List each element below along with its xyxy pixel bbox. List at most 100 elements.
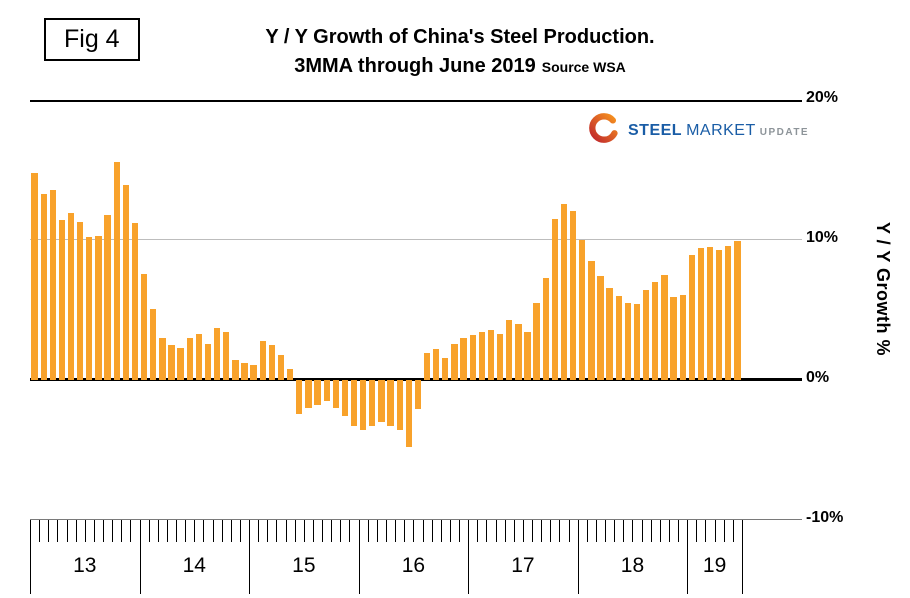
chart-bar (551, 219, 559, 380)
x-axis-month-tick (84, 520, 86, 542)
chart-bar (195, 333, 203, 380)
x-axis-month-tick (532, 520, 534, 542)
chart-bar (442, 357, 449, 380)
x-axis-month-tick (230, 520, 232, 542)
x-axis-year-label: 17 (511, 554, 535, 577)
x-axis-month-tick (386, 520, 387, 542)
x-axis-month-tick (294, 520, 296, 542)
chart-title: Y / Y Growth of China's Steel Production… (150, 26, 770, 78)
x-axis-month-tick (176, 520, 178, 542)
chart-bar (314, 380, 321, 406)
x-axis-month-tick (57, 520, 59, 542)
chart-title-line1: Y / Y Growth of China's Steel Production… (265, 26, 655, 48)
x-axis-month-tick (367, 520, 369, 542)
chart-bar (259, 340, 266, 380)
y-axis-title: Y / Y Growth % (873, 222, 893, 357)
chart-bar (186, 338, 193, 380)
x-axis-month-tick (559, 520, 561, 542)
x-axis-year-label: 19 (702, 554, 727, 577)
chart-bar (31, 172, 38, 380)
chart-bar (679, 294, 686, 380)
chart-bar (296, 380, 303, 414)
x-axis-month-tick (595, 520, 597, 542)
x-axis-month-tick (449, 520, 451, 542)
chart-bar (716, 249, 723, 380)
x-axis-year-tick (249, 520, 251, 594)
x-axis-month-tick (48, 520, 50, 542)
x-axis-month-tick (495, 520, 497, 542)
x-axis-month-tick (212, 520, 214, 542)
chart-bar (706, 247, 714, 380)
chart-bar (122, 185, 129, 380)
x-axis-month-tick (714, 520, 716, 542)
x-axis-month-tick (66, 520, 68, 542)
x-axis-month-tick (285, 520, 287, 542)
x-axis-month-tick (121, 520, 123, 542)
x-axis-month-tick (440, 520, 442, 542)
chart-bar (332, 380, 339, 408)
chart-bar (40, 193, 47, 380)
x-axis-month-tick (276, 520, 278, 542)
x-axis-year-label: 13 (73, 554, 97, 577)
chart-bar (168, 345, 175, 380)
chart-bar (533, 303, 540, 380)
x-axis-month-tick (723, 520, 725, 542)
x-axis-year-tick (358, 520, 360, 594)
x-axis-month-tick (568, 520, 570, 542)
chart-bar (734, 241, 741, 380)
smu-logo-update: UPDATE (759, 126, 810, 138)
x-axis-month-tick (194, 520, 196, 542)
x-axis-month-tick (522, 520, 524, 542)
x-axis-month-tick (605, 520, 607, 542)
x-axis-month-tick (93, 520, 95, 542)
x-axis-month-tick (185, 520, 187, 542)
chart-bar (633, 304, 641, 380)
x-axis-month-tick (267, 520, 269, 542)
x-axis-year-tick (742, 520, 743, 594)
chart-bar (487, 329, 495, 380)
chart-bar (277, 354, 285, 380)
x-axis-month-tick (632, 520, 634, 542)
chart-bar (460, 338, 467, 380)
chart-bar (77, 221, 84, 380)
chart-bar (524, 332, 531, 380)
chart-bar (642, 290, 650, 380)
chart-bar (661, 275, 668, 380)
x-axis-year-tick (687, 520, 689, 594)
x-axis-month-tick (130, 520, 132, 542)
chart-bar (360, 380, 367, 431)
chart-bar (86, 237, 93, 380)
x-axis-month-tick (349, 520, 351, 542)
x-axis-month-tick (623, 520, 625, 542)
chart-bar (378, 380, 385, 422)
x-axis-month-tick (459, 520, 461, 542)
chart-bar (113, 161, 120, 380)
chart-bar (588, 261, 595, 380)
chart-bar (670, 297, 677, 380)
chart-bar (652, 282, 659, 380)
x-axis-month-tick (413, 520, 415, 542)
x-axis-month-tick (422, 520, 424, 542)
chart-bar (542, 277, 549, 380)
chart-bar (159, 338, 166, 380)
chart-bar (560, 203, 568, 380)
chart-bar (451, 343, 458, 380)
chart-bar (615, 296, 622, 380)
chart-bar (597, 276, 604, 380)
x-axis-month-tick (550, 520, 552, 542)
chart-bar (478, 332, 485, 380)
chart-bar (204, 343, 212, 380)
x-axis-year-label: 15 (292, 554, 316, 577)
chart-bar (140, 273, 148, 380)
x-axis-month-tick (513, 520, 515, 542)
x-axis-month-tick (678, 520, 680, 542)
figure-label-box: Fig 4 (44, 18, 140, 61)
y-tick-label-10: 10% (806, 229, 839, 246)
y-tick-label-minus10: -10% (806, 509, 844, 526)
chart-bar (250, 364, 257, 380)
x-axis-month-tick (340, 520, 342, 542)
chart-bar (506, 319, 513, 380)
chart-bar (241, 363, 248, 380)
x-axis-month-tick (614, 520, 616, 542)
x-axis-month-tick (477, 520, 479, 542)
